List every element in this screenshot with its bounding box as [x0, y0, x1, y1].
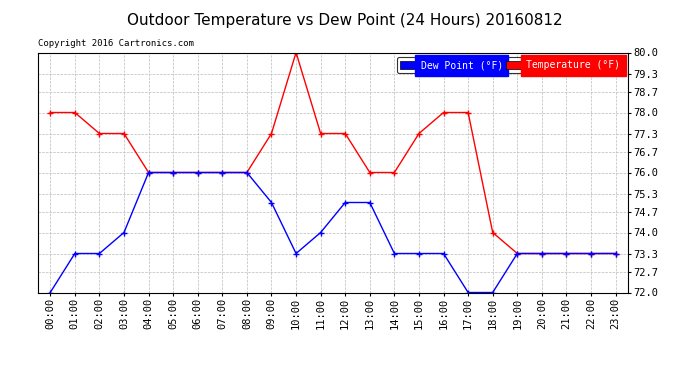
Text: Outdoor Temperature vs Dew Point (24 Hours) 20160812: Outdoor Temperature vs Dew Point (24 Hou…	[127, 13, 563, 28]
Legend: Dew Point (°F), Temperature (°F): Dew Point (°F), Temperature (°F)	[397, 57, 623, 73]
Text: Copyright 2016 Cartronics.com: Copyright 2016 Cartronics.com	[38, 39, 194, 48]
